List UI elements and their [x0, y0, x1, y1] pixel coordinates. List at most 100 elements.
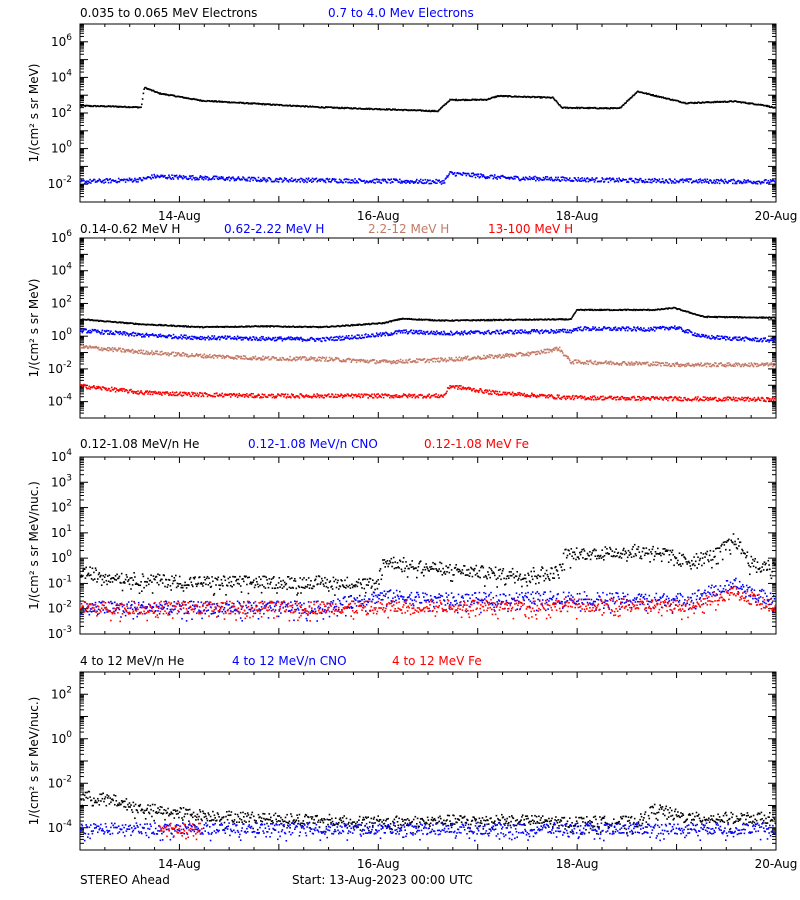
- data-point: [90, 331, 92, 334]
- data-point: [244, 178, 247, 181]
- data-point: [763, 316, 766, 319]
- data-point: [239, 357, 242, 360]
- data-point: [541, 351, 543, 353]
- data-point: [367, 334, 369, 336]
- data-point: [217, 178, 220, 181]
- data-point: [724, 363, 726, 366]
- data-point: [334, 178, 337, 181]
- data-point: [287, 181, 290, 183]
- data-point: [223, 336, 226, 339]
- data-point: [317, 359, 319, 362]
- data-point: [212, 357, 215, 359]
- data-point: [472, 332, 474, 334]
- data-point: [590, 179, 593, 181]
- data-point: [755, 317, 757, 319]
- data-point: [579, 360, 581, 363]
- data-point: [578, 179, 580, 181]
- data-point: [672, 180, 675, 183]
- data-point: [614, 326, 617, 328]
- data-point: [283, 177, 286, 179]
- data-point: [749, 365, 751, 368]
- data-point: [601, 177, 603, 179]
- data-point: [190, 354, 193, 357]
- data-point: [494, 319, 497, 321]
- data-point: [573, 107, 576, 109]
- data-point: [341, 360, 344, 363]
- data-point: [124, 351, 127, 353]
- data-point: [171, 174, 173, 176]
- data-point: [687, 311, 690, 313]
- data-point: [440, 181, 442, 183]
- data-point: [619, 327, 621, 330]
- data-point: [679, 365, 681, 368]
- data-point: [300, 178, 303, 180]
- data-point: [434, 182, 437, 184]
- data-point: [721, 364, 723, 367]
- data-point: [536, 178, 539, 180]
- data-point: [745, 316, 747, 319]
- data-point: [132, 331, 135, 334]
- data-point: [579, 326, 582, 328]
- data-point: [186, 353, 189, 356]
- data-point: [246, 179, 249, 182]
- data-point: [142, 335, 145, 338]
- data-point: [188, 175, 191, 177]
- data-point: [159, 351, 162, 353]
- data-point: [580, 180, 583, 182]
- data-point: [97, 346, 100, 349]
- data-point: [160, 354, 162, 356]
- data-point: [658, 308, 661, 311]
- data-point: [487, 319, 489, 322]
- data-point: [641, 181, 644, 183]
- data-point: [430, 330, 433, 333]
- data-point: [516, 332, 518, 334]
- data-point: [377, 335, 379, 338]
- data-point: [521, 96, 523, 98]
- data-point: [508, 332, 510, 334]
- data-point: [83, 328, 85, 330]
- data-point: [476, 330, 478, 332]
- data-point: [123, 351, 125, 353]
- y-tick-label: 100: [51, 140, 72, 156]
- data-point: [85, 328, 87, 331]
- data-point: [239, 336, 242, 339]
- data-point: [511, 330, 513, 332]
- data-point: [499, 177, 502, 179]
- data-point: [544, 352, 546, 354]
- data-point: [543, 348, 546, 351]
- data-point: [117, 180, 119, 183]
- data-point: [388, 333, 390, 336]
- data-point: [572, 361, 574, 363]
- data-point: [443, 104, 446, 106]
- data-point: [91, 105, 94, 108]
- data-point: [557, 176, 559, 179]
- data-point: [399, 109, 402, 111]
- data-point: [662, 96, 664, 98]
- data-point: [443, 359, 446, 361]
- data-point: [538, 351, 540, 353]
- data-point: [710, 338, 712, 340]
- data-point: [321, 106, 324, 109]
- data-point: [461, 332, 464, 335]
- data-point: [440, 183, 443, 185]
- data-point: [723, 337, 726, 339]
- data-point: [272, 356, 274, 358]
- data-point: [448, 356, 451, 359]
- data-point: [130, 179, 132, 182]
- data-point: [573, 329, 576, 332]
- data-point: [639, 329, 641, 331]
- data-point: [658, 178, 661, 181]
- data-point: [324, 107, 326, 109]
- data-point: [533, 328, 535, 331]
- legend-entry: 0.7 to 4.0 Mev Electrons: [328, 6, 474, 20]
- data-point: [433, 109, 436, 112]
- data-point: [693, 102, 695, 105]
- data-point: [603, 326, 606, 328]
- data-point: [514, 329, 517, 331]
- data-point: [374, 322, 376, 325]
- data-point: [640, 326, 642, 329]
- data-point: [181, 355, 183, 357]
- data-point: [491, 174, 494, 177]
- data-point: [259, 337, 261, 339]
- data-point: [130, 351, 132, 353]
